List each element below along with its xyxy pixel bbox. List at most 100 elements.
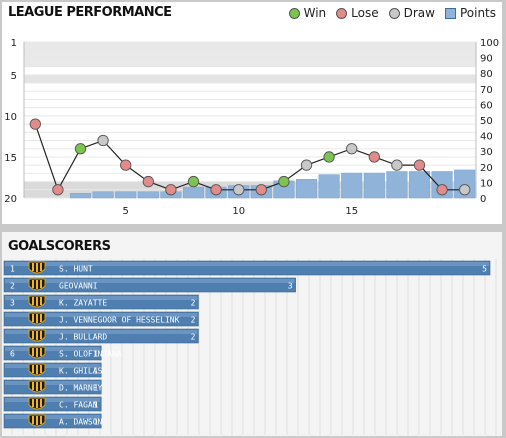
chart-legend: Win Lose Draw Points (279, 5, 496, 21)
scorer-goals: 2 (191, 316, 196, 325)
scorer-name: D. MARNEY (59, 384, 103, 393)
scorer-name: K. GHILAS (59, 367, 103, 376)
scorer-name: K. ZAYATTE (59, 299, 107, 308)
scorer-name: GEOVANNI (59, 282, 98, 291)
points-bar (69, 193, 92, 199)
position-axis-tick: 15 (4, 153, 17, 164)
win-marker-icon (288, 7, 300, 19)
lose-marker-icon (336, 7, 348, 19)
scorer-goals: 1 (93, 384, 98, 393)
points-bar (408, 171, 431, 199)
points-axis-tick: 80 (480, 69, 493, 80)
legend-lose: Lose (336, 6, 379, 20)
scorer-bar-highlight (5, 330, 198, 334)
gameweek-axis-tick: 10 (232, 206, 245, 217)
lose-marker (210, 184, 222, 196)
goalscorers-chart: 1 S. HUNT 5 2 GEOVANNI 3 3 K. ZAYATTE 2 J. VENNEG… (2, 259, 502, 435)
legend-draw: Draw (388, 6, 435, 20)
scorer-bar-highlight (5, 415, 101, 419)
points-bar (295, 179, 318, 199)
points-bar (386, 171, 408, 199)
club-crest-icon (28, 380, 46, 393)
lose-marker (436, 184, 448, 196)
points-marker-icon (444, 7, 456, 19)
legend-lose-label: Lose (351, 6, 379, 20)
club-crest-icon (28, 346, 46, 359)
club-crest-icon (28, 295, 46, 308)
points-bar (318, 174, 340, 199)
gameweek-axis-tick: 15 (345, 206, 358, 217)
club-crest-icon (28, 397, 46, 410)
lose-marker (52, 184, 64, 196)
scorer-bar-highlight (5, 347, 101, 351)
lose-marker (142, 175, 154, 188)
gameweek-axis-tick: 5 (123, 206, 129, 217)
scorer-bar-highlight (5, 381, 101, 385)
position-axis-tick: 10 (4, 112, 17, 123)
scorer-name: C. FAGAN (59, 401, 98, 410)
points-axis-tick: 40 (480, 132, 493, 143)
goalscorers-panel: GOALSCORERS 1 S. HUNT 5 2 GEOVANNI 3 3 K. ZAYAT… (2, 232, 502, 436)
scorer-goals: 5 (482, 265, 487, 274)
points-axis-tick: 10 (480, 178, 493, 189)
points-axis-tick: 90 (480, 54, 493, 65)
club-crest-icon (28, 312, 46, 325)
points-axis-tick: 50 (480, 116, 493, 127)
goalscorers-title: GOALSCORERS (8, 239, 111, 254)
position-axis-tick: 20 (4, 194, 17, 205)
win-marker (278, 175, 290, 188)
points-bar (363, 172, 385, 199)
club-crest-icon (28, 261, 46, 274)
scorer-rank: 1 (10, 265, 15, 274)
draw-marker (97, 134, 109, 147)
scorer-name: A. DAWSON (59, 418, 103, 427)
position-axis-tick: 5 (11, 71, 17, 82)
legend-points-label: Points (459, 6, 496, 20)
scorer-goals: 1 (93, 350, 98, 359)
club-crest-icon (28, 329, 46, 342)
points-axis-tick: 0 (480, 194, 486, 205)
scorer-goals: 1 (93, 418, 98, 427)
scorer-goals: 1 (93, 401, 98, 410)
scorer-goals: 2 (191, 299, 196, 308)
legend-win-label: Win (303, 6, 327, 20)
draw-marker (459, 184, 471, 196)
scorer-name: S. HUNT (59, 265, 93, 274)
scorer-name: J. VENNEGOOR OF HESSELINK (59, 316, 180, 325)
scorer-bar-highlight (5, 262, 489, 266)
draw-marker (346, 143, 358, 155)
club-crest-icon (28, 278, 46, 291)
points-axis-tick: 20 (480, 163, 493, 174)
points-axis-tick: 70 (480, 85, 493, 96)
points-axis-tick: 60 (480, 100, 493, 111)
lose-marker (120, 159, 132, 171)
scorer-name: J. BULLARD (59, 333, 107, 342)
club-crest-icon (28, 363, 46, 376)
scorer-bar-highlight (5, 279, 295, 283)
draw-marker-icon (388, 7, 400, 19)
position-band-top (24, 42, 476, 67)
legend-win: Win (288, 6, 327, 20)
position-band-europe (24, 74, 476, 84)
scorer-bar-highlight (5, 313, 198, 317)
scorer-rank: 2 (10, 282, 15, 291)
points-bar (92, 191, 114, 199)
lose-marker (413, 159, 426, 171)
draw-marker (391, 159, 403, 171)
scorer-bar-highlight (5, 364, 101, 368)
club-crest-icon (28, 414, 46, 427)
lose-marker (165, 184, 177, 196)
lose-marker (255, 184, 267, 196)
scorer-rank: 6 (10, 350, 15, 359)
win-marker (323, 151, 335, 163)
legend-points: Points (444, 6, 496, 20)
lose-marker (29, 118, 41, 130)
position-axis-tick: 1 (11, 38, 17, 49)
points-axis-tick: 100 (480, 38, 499, 49)
points-bar (182, 186, 205, 199)
scorer-bar-highlight (5, 296, 198, 300)
scorer-goals: 1 (93, 367, 98, 376)
points-bar (137, 191, 159, 199)
draw-marker (300, 159, 313, 171)
win-marker (74, 143, 87, 155)
